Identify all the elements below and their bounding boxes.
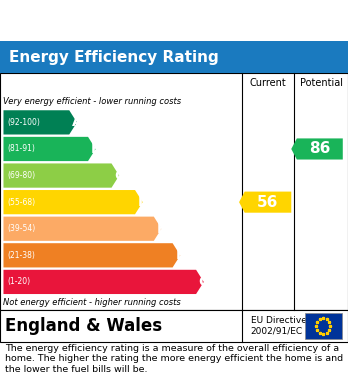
Bar	[0, 73, 348, 310]
Text: (21-38): (21-38)	[7, 251, 35, 260]
Bar	[0, 41, 348, 73]
Text: 56: 56	[257, 195, 279, 210]
Text: D: D	[137, 195, 149, 209]
Text: F: F	[176, 248, 185, 262]
Text: Very energy efficient - lower running costs: Very energy efficient - lower running co…	[3, 97, 182, 106]
Text: A: A	[72, 115, 82, 129]
Polygon shape	[3, 110, 77, 135]
Text: (55-68): (55-68)	[7, 197, 35, 207]
Text: Not energy efficient - higher running costs: Not energy efficient - higher running co…	[3, 298, 181, 307]
Text: (69-80): (69-80)	[7, 171, 35, 180]
Polygon shape	[3, 163, 119, 188]
Text: (1-20): (1-20)	[7, 277, 30, 287]
Polygon shape	[239, 192, 291, 213]
Bar	[0, 310, 348, 342]
Polygon shape	[291, 138, 343, 160]
Text: E: E	[157, 222, 167, 236]
Polygon shape	[3, 190, 143, 214]
Text: (81-91): (81-91)	[7, 144, 35, 154]
Polygon shape	[3, 243, 180, 267]
Text: Energy Efficiency Rating: Energy Efficiency Rating	[9, 50, 219, 65]
Text: (92-100): (92-100)	[7, 118, 40, 127]
Text: EU Directive
2002/91/EC: EU Directive 2002/91/EC	[251, 316, 307, 336]
Text: England & Wales: England & Wales	[5, 317, 163, 335]
Text: B: B	[91, 142, 101, 156]
Bar	[304, 313, 342, 339]
Text: (39-54): (39-54)	[7, 224, 35, 233]
Text: G: G	[198, 275, 210, 289]
Text: C: C	[114, 169, 125, 183]
Polygon shape	[3, 217, 161, 241]
Text: 86: 86	[309, 142, 331, 156]
Polygon shape	[3, 137, 96, 161]
Text: Potential: Potential	[300, 78, 342, 88]
Text: The energy efficiency rating is a measure of the overall efficiency of a home. T: The energy efficiency rating is a measur…	[5, 344, 343, 374]
Polygon shape	[3, 270, 204, 294]
Text: Current: Current	[250, 78, 286, 88]
